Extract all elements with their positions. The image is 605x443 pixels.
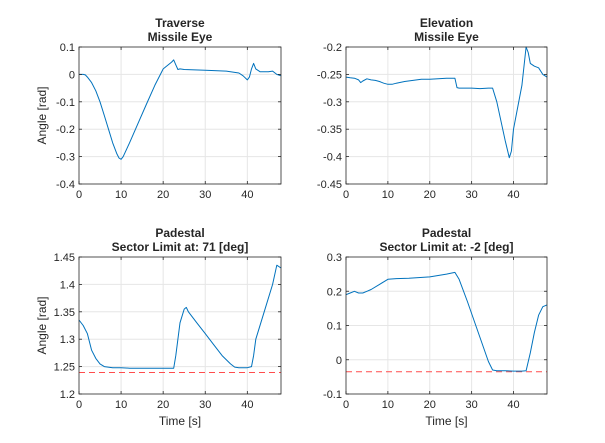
chart-1-plot-area [79, 47, 281, 184]
chart-3-y-tick-label: 1.35 [54, 307, 75, 319]
chart-1-title-line-1: Traverse [155, 16, 205, 30]
chart-1-y-tick-label: 0.1 [60, 42, 75, 54]
chart-2-y-tick-label: -0.25 [317, 69, 342, 81]
chart-4-title-line-2: Sector Limit at: -2 [deg] [379, 240, 513, 254]
chart-3-title-line-2: Sector Limit at: 71 [deg] [112, 240, 249, 254]
chart-2-y-tick-label: -0.4 [323, 152, 342, 164]
chart-1-y-tick-label: -0.3 [56, 152, 75, 164]
chart-2-x-tick-label: 40 [507, 189, 519, 201]
chart-4-series-line [345, 271, 548, 372]
chart-3-title-line-1: Padestal [155, 226, 204, 240]
chart-3-y-tick-label: 1.45 [54, 252, 75, 264]
chart-3-series-line [78, 264, 282, 369]
chart-3-x-tick-label: 10 [115, 399, 127, 411]
chart-4-x-tick-label: 10 [382, 399, 394, 411]
chart-2-x-tick-label: 0 [343, 189, 349, 201]
chart-3-y-axis-label: Angle [rad] [35, 296, 49, 354]
chart-2-x-tick-label: 10 [382, 189, 394, 201]
chart-2-title-line-1: Elevation [420, 16, 473, 30]
chart-2-series-line [345, 46, 548, 159]
chart-3-y-tick-label: 1.3 [60, 334, 75, 346]
chart-4-title-line-1: Padestal [422, 226, 471, 240]
chart-2-axes-frame [345, 46, 548, 185]
chart-2-y-tick-label: -0.35 [317, 124, 342, 136]
chart-3-axes-frame [78, 256, 282, 395]
chart-2-title-line-2: Missile Eye [414, 30, 479, 44]
chart-2-y-tick-label: -0.3 [323, 97, 342, 109]
chart-4-y-tick-label: 0.3 [327, 252, 342, 264]
chart-1-x-tick-label: 10 [115, 189, 127, 201]
chart-4-y-tick-label: 0 [336, 355, 342, 367]
chart-3-y-tick-label: 1.2 [60, 389, 75, 401]
chart-4-x-tick-label: 30 [466, 399, 478, 411]
chart-1-x-tick-label: 20 [157, 189, 169, 201]
chart-1-axes-frame [78, 46, 282, 185]
chart-1-series-line [79, 59, 282, 160]
chart-1-x-tick-label: 40 [241, 189, 253, 201]
chart-1-y-tick-label: -0.4 [56, 179, 75, 191]
chart-3-y-tick-label: 1.25 [54, 362, 75, 374]
chart-2-x-tick-label: 30 [466, 189, 478, 201]
chart-4-x-tick-label: 20 [424, 399, 436, 411]
chart-4-x-tick-label: 0 [343, 399, 349, 411]
chart-4-y-tick-label: 0.1 [327, 321, 342, 333]
chart-4-y-tick-label: 0.2 [327, 286, 342, 298]
chart-3-x-tick-label: 0 [76, 399, 82, 411]
chart-4-y-tick-label: -0.1 [323, 389, 342, 401]
chart-1-y-axis-label: Angle [rad] [35, 86, 49, 144]
chart-3-x-tick-label: 30 [199, 399, 211, 411]
chart-3-x-axis-label: Time [s] [159, 414, 201, 428]
chart-4-x-tick-label: 40 [507, 399, 519, 411]
chart-1-y-tick-label: -0.2 [56, 124, 75, 136]
chart-3-x-tick-label: 40 [241, 399, 253, 411]
chart-4-x-axis-label: Time [s] [425, 414, 467, 428]
chart-2-plot-area [346, 47, 547, 184]
chart-1-x-tick-label: 0 [76, 189, 82, 201]
chart-1-y-tick-label: -0.1 [56, 97, 75, 109]
chart-2-y-tick-label: -0.2 [323, 42, 342, 54]
chart-2-x-tick-label: 20 [424, 189, 436, 201]
chart-3-y-tick-label: 1.4 [60, 279, 75, 291]
chart-1-title-line-2: Missile Eye [148, 30, 213, 44]
chart-1-x-tick-label: 30 [199, 189, 211, 201]
chart-3-x-tick-label: 20 [157, 399, 169, 411]
chart-2-y-tick-label: -0.45 [317, 179, 342, 191]
chart-1-y-tick-label: 0 [69, 69, 75, 81]
